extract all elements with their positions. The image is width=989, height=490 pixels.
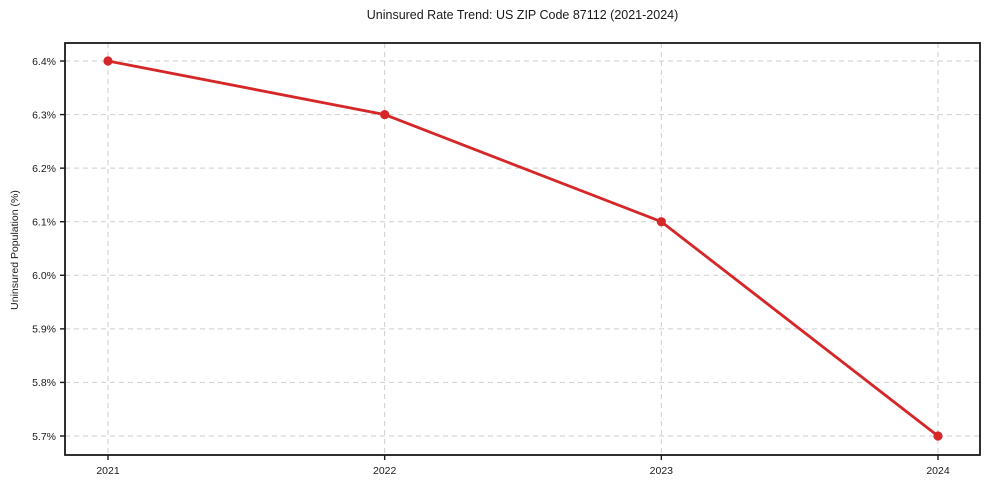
x-tick-label: 2021 bbox=[96, 465, 120, 477]
y-tick-label: 5.9% bbox=[32, 324, 56, 336]
x-tick-label: 2023 bbox=[650, 465, 674, 477]
data-point-2023 bbox=[656, 217, 666, 227]
data-point-2021 bbox=[103, 56, 113, 66]
x-tick-label: 2024 bbox=[926, 465, 950, 477]
y-tick-label: 6.0% bbox=[32, 270, 56, 282]
y-tick-label: 5.7% bbox=[32, 431, 56, 443]
y-tick-label: 6.1% bbox=[32, 217, 56, 229]
chart-title: Uninsured Rate Trend: US ZIP Code 87112 … bbox=[366, 8, 679, 22]
data-point-2024 bbox=[933, 431, 943, 441]
y-tick-label: 6.3% bbox=[32, 109, 56, 121]
data-point-2022 bbox=[380, 109, 390, 120]
plot-border bbox=[64, 42, 981, 456]
y-tick-label: 6.4% bbox=[32, 56, 56, 68]
y-tick-label: 6.2% bbox=[32, 163, 56, 175]
y-tick-label: 5.8% bbox=[32, 377, 56, 389]
trend-line bbox=[106, 59, 940, 438]
x-tick-label: 2022 bbox=[373, 465, 397, 477]
